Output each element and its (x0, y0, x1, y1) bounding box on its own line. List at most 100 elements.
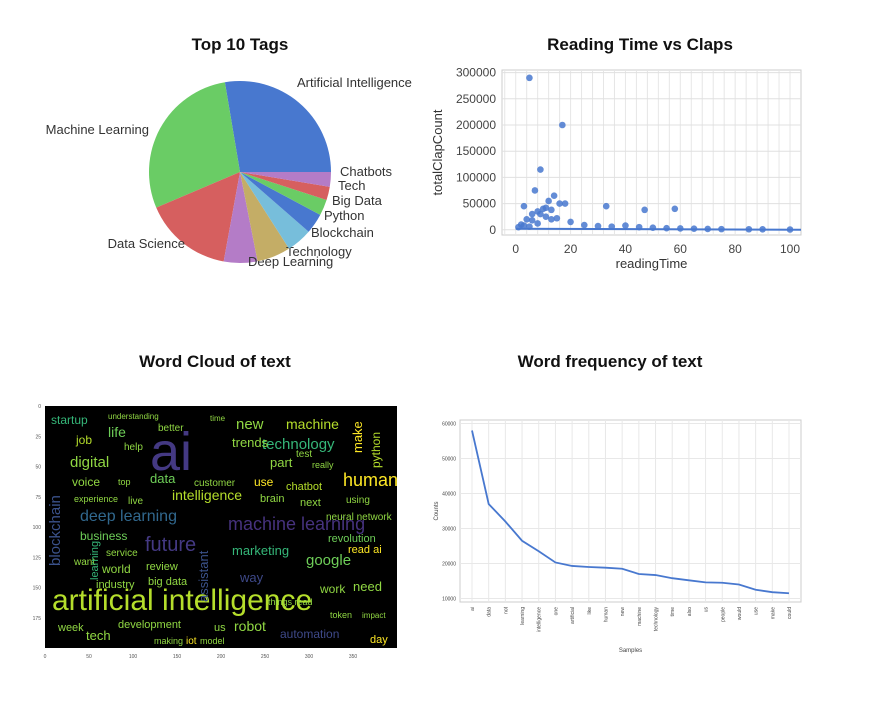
x-tick-label: time (670, 607, 676, 617)
cloud-word: deep learning (80, 508, 177, 525)
x-tick-label: us (704, 607, 710, 613)
cloud-word: new (236, 416, 264, 433)
scatter-point (537, 211, 544, 218)
scatter-point (526, 75, 533, 82)
y-axis-label: totalClapCount (430, 109, 445, 195)
y-tick-label: 200000 (456, 118, 496, 132)
x-tick-label: 250 (261, 654, 270, 660)
cloud-word: human (343, 470, 398, 490)
cloud-word: things read (268, 597, 313, 607)
x-tick-label: 150 (173, 654, 182, 660)
scatter-point (672, 206, 679, 213)
y-tick-label: 10000 (442, 597, 456, 603)
wordcloud-title: Word Cloud of text (115, 352, 315, 372)
x-tick-label: 200 (217, 654, 226, 660)
cloud-word: python (369, 432, 383, 468)
scatter-point (545, 198, 552, 205)
cloud-word: experience (74, 494, 118, 504)
cloud-word: us (214, 622, 226, 634)
cloud-word: digital (70, 454, 109, 471)
pie-slice-label: Chatbots (340, 164, 393, 179)
scatter-point (663, 225, 670, 232)
y-tick-label: 0 (38, 404, 41, 410)
y-tick-label: 150000 (456, 144, 496, 158)
pie-slice-label: Python (324, 208, 364, 223)
y-tick-label: 0 (489, 223, 496, 237)
y-tick-label: 50000 (442, 457, 456, 463)
y-tick-label: 50000 (463, 197, 497, 211)
y-tick-label: 75 (35, 495, 41, 501)
cloud-word: next (300, 497, 321, 509)
x-tick-label: data (487, 607, 493, 617)
cloud-word: read ai (348, 544, 382, 556)
x-tick-label: people (720, 607, 726, 622)
cloud-word: data (150, 471, 176, 486)
cloud-word: better (158, 423, 184, 434)
x-tick-label: 350 (349, 654, 358, 660)
cloud-word: big data (148, 576, 188, 588)
pie-slice-label: Big Data (332, 193, 383, 208)
cloud-word: revolution (328, 533, 376, 545)
scatter-point (534, 220, 541, 227)
cloud-word: intelligence (172, 487, 242, 503)
y-tick-label: 25 (35, 434, 41, 440)
cloud-word: business (80, 529, 127, 543)
cloud-word: make (350, 421, 365, 453)
cloud-word: job (75, 433, 92, 447)
y-tick-label: 50 (35, 465, 41, 471)
y-tick-label: 175 (33, 616, 42, 622)
cloud-word: time (210, 414, 226, 423)
cloud-word: startup (51, 413, 88, 427)
y-tick-label: 40000 (442, 492, 456, 498)
cloud-word: learning (89, 541, 101, 580)
pie-slice-label: Machine Learning (46, 122, 149, 137)
cloud-word: customer (194, 478, 236, 489)
cloud-word: development (118, 619, 181, 631)
plot-area (460, 420, 801, 602)
x-tick-label: 80 (728, 242, 742, 256)
scatter-point (581, 222, 588, 229)
scatter-point (537, 166, 544, 173)
cloud-word: model (200, 636, 225, 646)
cloud-word: using (346, 495, 370, 506)
pie-chart-title: Top 10 Tags (140, 35, 340, 55)
scatter-point (548, 207, 555, 214)
y-tick-label: 125 (33, 555, 42, 561)
cloud-word: review (146, 561, 178, 573)
x-tick-label: would (737, 607, 743, 620)
y-tick-label: 250000 (456, 92, 496, 106)
cloud-word: week (57, 622, 84, 634)
cloud-word: assistant (196, 550, 211, 602)
y-tick-label: 20000 (442, 562, 456, 568)
cloud-word: blockchain (47, 495, 64, 566)
cloud-word: making (154, 636, 183, 646)
x-tick-label: 60 (674, 242, 688, 256)
y-tick-label: 100000 (456, 170, 496, 184)
x-tick-label: 100 (129, 654, 138, 660)
x-tick-label: like (587, 607, 593, 615)
x-axis-label: readingTime (616, 256, 688, 271)
cloud-word: service (106, 548, 138, 559)
scatter-point (567, 219, 574, 226)
y-tick-label: 150 (33, 586, 42, 592)
cloud-word: brain (260, 493, 284, 505)
cloud-word: help (124, 442, 143, 453)
x-tick-label: artificial (570, 607, 576, 624)
trend-line (516, 229, 801, 230)
x-tick-label: human (603, 607, 609, 623)
cloud-word: top (118, 477, 131, 487)
line-chart-title: Word frequency of text (490, 352, 730, 372)
cloud-word: part (270, 455, 293, 470)
scatter-chart-title: Reading Time vs Claps (520, 35, 760, 55)
scatter-chart-panel: Reading Time vs Claps 0 50000 100000 150000… (420, 0, 876, 300)
y-tick-label: 30000 (442, 527, 456, 533)
scatter-point (603, 203, 610, 210)
cloud-word: google (306, 552, 351, 569)
x-tick-label: one (553, 607, 559, 616)
cloud-word: use (254, 475, 274, 489)
x-tick-label: technology (654, 607, 660, 632)
